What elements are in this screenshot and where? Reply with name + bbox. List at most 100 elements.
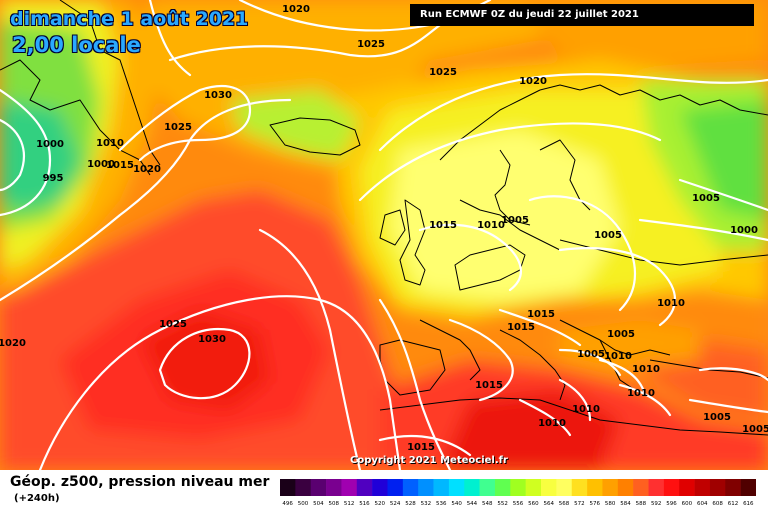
isobar-label: 1015 — [429, 220, 457, 231]
legend-value-label: 536 — [436, 501, 447, 507]
coastlines — [0, 0, 768, 436]
legend-value-label: 540 — [451, 501, 462, 507]
legend-swatch — [433, 479, 450, 496]
legend-value-label: 524 — [390, 501, 401, 507]
legend-value-label: 500 — [298, 501, 309, 507]
legend-swatch — [617, 479, 634, 496]
isobar-label: 1015 — [407, 442, 435, 453]
isobar-label: 1010 — [627, 388, 655, 399]
legend-swatch — [418, 479, 434, 496]
isobar-label: 1025 — [164, 122, 192, 133]
isobar-label: 1015 — [475, 380, 503, 391]
legend-value-label: 584 — [620, 501, 631, 507]
legend-value-label: 600 — [682, 501, 693, 507]
legend-swatch — [494, 479, 511, 496]
legend-value-label: 556 — [513, 501, 524, 507]
legend-swatch — [571, 479, 588, 496]
legend-value-label: 568 — [559, 501, 570, 507]
isobar-label: 1010 — [538, 418, 566, 429]
isobar-label: 1010 — [477, 220, 505, 231]
isobar-label: 1005 — [501, 215, 529, 226]
isobar-label: 1010 — [572, 404, 600, 415]
legend-value-label: 544 — [467, 501, 478, 507]
legend-swatch — [464, 479, 480, 496]
legend-swatch — [341, 479, 358, 496]
isobar-label: 1020 — [519, 76, 547, 87]
legend-swatch — [709, 479, 726, 496]
isobar-label: 1020 — [282, 4, 310, 15]
variable-label: Géop. z500, pression niveau mer — [10, 474, 270, 490]
legend-value-label: 580 — [605, 501, 616, 507]
legend-value-label: 520 — [375, 501, 386, 507]
legend-swatch — [326, 479, 342, 496]
isobar-label: 1010 — [604, 351, 632, 362]
legend-value-label: 576 — [590, 501, 601, 507]
isobar-label: 1000 — [87, 159, 115, 170]
legend-value-label: 560 — [528, 501, 539, 507]
isobar-label: 1015 — [527, 309, 555, 320]
legend-swatch — [679, 479, 695, 496]
legend-value-label: 516 — [359, 501, 370, 507]
legend-value-label: 532 — [421, 501, 432, 507]
legend-swatch — [448, 479, 465, 496]
legend-value-label: 504 — [313, 501, 324, 507]
legend-value-label: 572 — [574, 501, 585, 507]
legend-swatch — [387, 479, 404, 496]
isobar-label: 1010 — [96, 138, 124, 149]
legend-value-label: 596 — [666, 501, 677, 507]
legend-value-label: 564 — [543, 501, 554, 507]
isobar-label: 1005 — [607, 329, 635, 340]
legend-swatch — [740, 479, 756, 496]
isobar-label: 1025 — [429, 67, 457, 78]
legend-swatch — [541, 479, 557, 496]
legend-value-label: 496 — [282, 501, 293, 507]
legend-value-label: 592 — [651, 501, 662, 507]
legend-swatch — [587, 479, 603, 496]
isobar-label: 995 — [43, 173, 64, 184]
legend-swatch — [402, 479, 419, 496]
isobar-label: 1030 — [198, 334, 226, 345]
legend-swatch — [479, 479, 496, 496]
color-scale-legend: 496 500 504 508 512 516 520 524 528 532 536 540 544 5… — [280, 479, 756, 507]
isobar-label: 1000 — [730, 225, 758, 236]
legend-value-label: 528 — [405, 501, 416, 507]
isobar-label: 1030 — [204, 90, 232, 101]
legend-value-label: 508 — [328, 501, 339, 507]
legend-swatch — [372, 479, 388, 496]
isobar-label: 1025 — [357, 39, 385, 50]
legend-value-label: 588 — [636, 501, 647, 507]
legend-swatch — [525, 479, 542, 496]
legend-swatch — [663, 479, 680, 496]
isobar-label: 1010 — [657, 298, 685, 309]
isobar-labels: 1020 1025 1025 1020 1030 1025 1000 1010 … — [0, 4, 768, 453]
isobar-label: 1015 — [507, 322, 535, 333]
isobar-label: 1020 — [0, 338, 26, 349]
weather-map: 1020 1025 1025 1020 1030 1025 1000 1010 … — [0, 0, 768, 470]
legend-value-label: 552 — [497, 501, 508, 507]
isobar-label: 1015 — [106, 160, 134, 171]
copyright-notice: Copyright 2021 Meteociel.fr — [350, 455, 508, 466]
legend-swatch — [356, 479, 373, 496]
isobar-label: 1005 — [577, 349, 605, 360]
isobar-label: 1005 — [742, 424, 768, 435]
legend-value-label: 616 — [743, 501, 754, 507]
legend-swatch — [725, 479, 741, 496]
forecast-date: dimanche 1 août 2021 — [10, 8, 249, 30]
legend-swatch — [648, 479, 665, 496]
isobar-label: 1000 — [36, 139, 64, 150]
isobar-label: 1020 — [133, 164, 161, 175]
isobar-label: 1010 — [632, 364, 660, 375]
legend-value-label: 612 — [728, 501, 739, 507]
legend-swatch — [556, 479, 573, 496]
isobar-lines — [0, 0, 768, 470]
legend-value-label: 548 — [482, 501, 493, 507]
legend-swatch — [694, 479, 711, 496]
legend-swatch — [633, 479, 649, 496]
forecast-local-time: 2,00 locale — [12, 33, 141, 57]
isobar-label: 1005 — [703, 412, 731, 423]
legend-value-label: 608 — [712, 501, 723, 507]
legend-swatch — [510, 479, 526, 496]
legend-swatch — [310, 479, 327, 496]
model-run-banner: Run ECMWF 0Z du jeudi 22 juillet 2021 — [410, 4, 754, 26]
legend-swatch — [280, 479, 296, 496]
